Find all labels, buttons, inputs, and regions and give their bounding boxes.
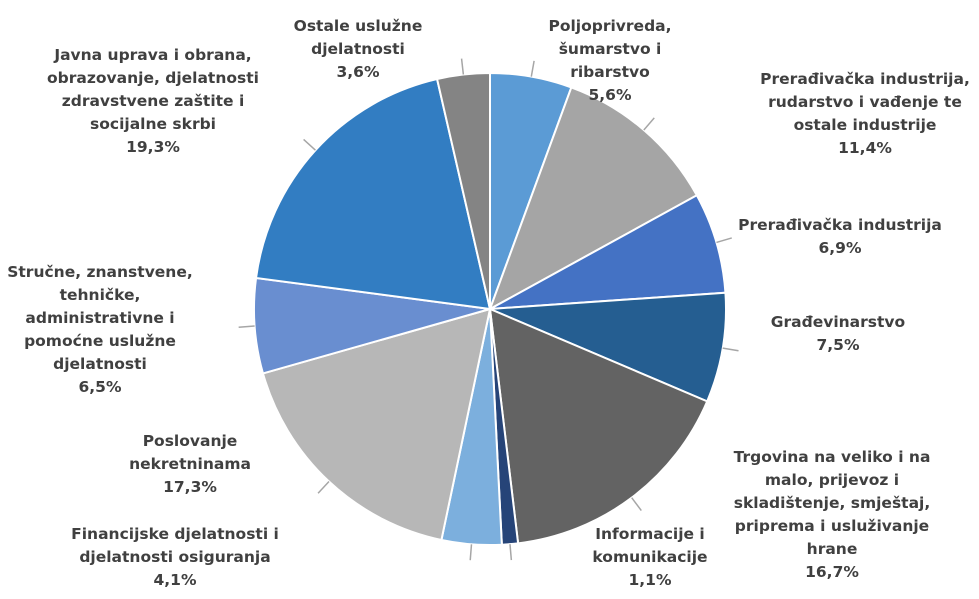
value-label: 4,1% xyxy=(153,571,197,589)
category-label: Ostale uslužne djelatnosti xyxy=(293,17,423,58)
pie-slice xyxy=(488,307,709,545)
data-label: Prerađivačka industrija, rudarstvo i vađ… xyxy=(748,68,979,160)
data-label: Prerađivačka industrija 6,9% xyxy=(725,214,955,260)
value-label: 17,3% xyxy=(163,478,217,496)
value-label: 6,5% xyxy=(78,378,122,396)
category-label: Prerađivačka industrija, rudarstvo i vađ… xyxy=(760,70,970,134)
leader-line xyxy=(722,347,739,352)
leader-line xyxy=(643,117,655,131)
data-label: Građevinarstvo 7,5% xyxy=(738,311,938,357)
category-label: Stručne, znanstvene, tehničke, administr… xyxy=(7,263,193,373)
value-label: 19,3% xyxy=(126,138,180,156)
category-label: Poljoprivreda, šumarstvo i ribarstvo xyxy=(548,17,672,81)
value-label: 3,6% xyxy=(336,63,380,81)
leader-line xyxy=(238,325,255,328)
data-label: Informacije i komunikacije 1,1% xyxy=(585,523,715,592)
data-label: Poslovanje nekretninama 17,3% xyxy=(120,430,260,499)
value-label: 1,1% xyxy=(628,571,672,589)
value-label: 11,4% xyxy=(838,139,892,157)
category-label: Prerađivačka industrija xyxy=(738,216,942,234)
category-label: Građevinarstvo xyxy=(770,313,906,331)
leader-line xyxy=(317,481,330,494)
leader-line xyxy=(460,58,465,75)
value-label: 7,5% xyxy=(816,336,860,354)
pie-slice xyxy=(489,291,727,403)
value-label: 6,9% xyxy=(818,239,862,257)
category-label: Poslovanje nekretninama xyxy=(129,432,251,473)
data-label: Javna uprava i obrana, obrazovanje, djel… xyxy=(31,44,276,159)
data-label: Poljoprivreda, šumarstvo i ribarstvo 5,6% xyxy=(543,15,678,107)
category-label: Financijske djelatnosti i djelatnosti os… xyxy=(71,525,279,566)
category-label: Javna uprava i obrana, obrazovanje, djel… xyxy=(47,46,259,133)
pie-slice xyxy=(435,71,491,310)
leader-line xyxy=(631,497,642,511)
data-label: Ostale uslužne djelatnosti 3,6% xyxy=(286,15,431,84)
leader-line xyxy=(716,237,732,244)
pie-slice xyxy=(261,307,492,542)
leader-line xyxy=(469,544,473,561)
data-label: Stručne, znanstvene, tehničke, administr… xyxy=(3,261,198,399)
leader-line xyxy=(530,60,535,77)
leader-line xyxy=(303,138,316,151)
category-label: Trgovina na veliko i na malo, prijevoz i… xyxy=(733,448,931,558)
category-label: Informacije i komunikacije xyxy=(592,525,708,566)
leader-line xyxy=(509,544,513,561)
data-label: Trgovina na veliko i na malo, prijevoz i… xyxy=(722,446,942,584)
data-label: Financijske djelatnosti i djelatnosti os… xyxy=(55,523,295,592)
value-label: 5,6% xyxy=(588,86,632,104)
value-label: 16,7% xyxy=(805,563,859,581)
pie-slice xyxy=(488,86,699,312)
pie-slice xyxy=(254,77,492,311)
